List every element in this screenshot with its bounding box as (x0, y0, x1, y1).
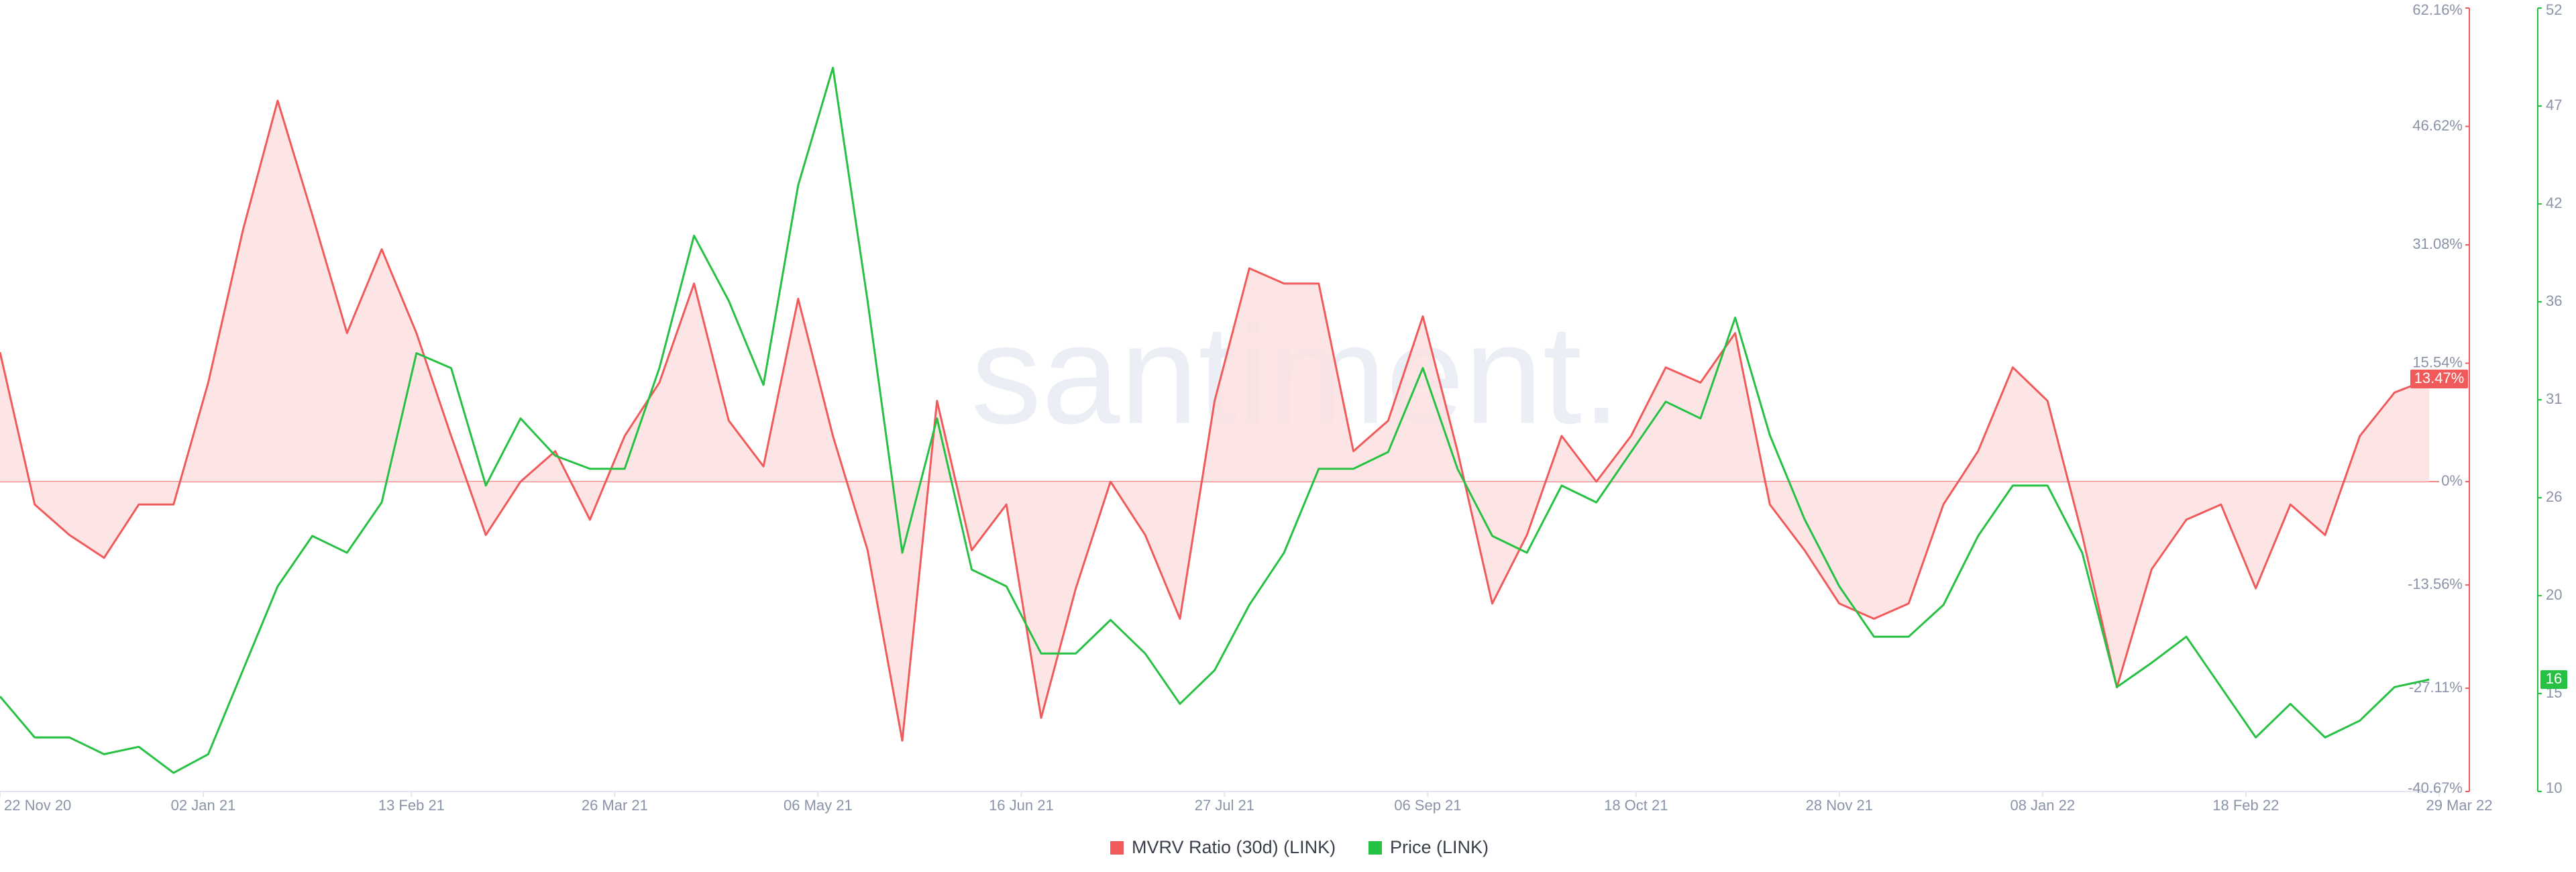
x-tick-label: 16 Jun 21 (989, 797, 1054, 814)
y-tick-label: -27.11% (2409, 679, 2463, 696)
x-tick-label: 06 May 21 (784, 797, 853, 814)
y-tick-label: -40.67% (2408, 779, 2463, 796)
y2-tick-label: 20 (2546, 586, 2562, 603)
x-tick-label: 27 Jul 21 (1195, 797, 1254, 814)
y-tick-label: 62.16% (2412, 1, 2463, 18)
badge-box (2410, 370, 2468, 389)
x-tick-label: 29 Mar 22 (2426, 797, 2492, 814)
x-tick-label: 26 Mar 21 (582, 797, 648, 814)
x-tick-label: 22 Nov 20 (4, 797, 71, 814)
area (0, 101, 2430, 741)
line (0, 99, 2430, 742)
badge-box (2540, 670, 2567, 690)
y2-tick-label: 26 (2546, 488, 2562, 505)
current-badge: 13.47% (2410, 370, 2468, 389)
y2-tick-label: 52 (2546, 1, 2562, 18)
legend-swatch (1110, 841, 1124, 855)
x-tick-label: 13 Feb 21 (378, 797, 445, 814)
y-tick-label: -13.56% (2408, 576, 2463, 592)
x-tick-label: 18 Feb 22 (2212, 797, 2279, 814)
y-tick-label: 46.62% (2412, 117, 2463, 133)
y2-tick-label: 42 (2546, 195, 2562, 211)
y2-tick-label: 47 (2546, 97, 2562, 113)
y-tick-label: 0% (2441, 472, 2463, 489)
y-tick-label: 31.08% (2412, 235, 2463, 252)
badge-label: 16 (2546, 670, 2562, 687)
current-badge: 16 (2540, 670, 2567, 690)
y2-tick-label: 10 (2546, 779, 2562, 796)
y2-tick-label: 31 (2546, 390, 2562, 407)
badge-label: 13.47% (2414, 370, 2465, 386)
legend-label: Price (LINK) (1390, 837, 1489, 857)
legend: MVRV Ratio (30d) (LINK) Price (LINK) (1110, 837, 1489, 857)
x-tick-label: 06 Sep 21 (1394, 797, 1461, 814)
y-tick-label: 15.54% (2412, 353, 2463, 370)
x-tick-label: 28 Nov 21 (1806, 797, 1873, 814)
line (0, 66, 2430, 774)
legend-swatch (1368, 841, 1382, 855)
legend-label: MVRV Ratio (30d) (LINK) (1132, 837, 1336, 857)
x-tick-label: 18 Oct 21 (1604, 797, 1668, 814)
x-tick-label: 02 Jan 21 (171, 797, 236, 814)
x-tick-label: 08 Jan 22 (2010, 797, 2075, 814)
y2-tick-label: 36 (2546, 292, 2562, 309)
